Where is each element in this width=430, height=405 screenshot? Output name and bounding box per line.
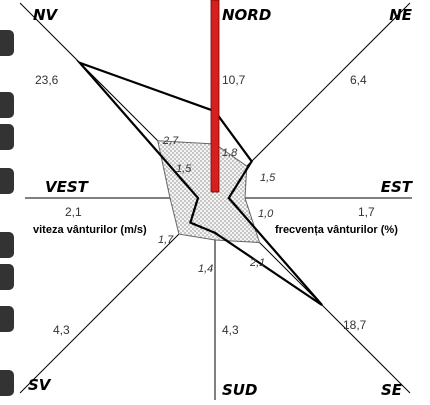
direction-label-s: SUD <box>222 381 257 399</box>
frequency-series-caption: frecvența vânturilor (%) <box>275 224 398 236</box>
direction-label-sv: SV <box>28 376 52 394</box>
frequency-polygon <box>157 140 261 244</box>
edge-tab <box>0 168 14 194</box>
frequency-value-sv: 1,7 <box>158 234 174 246</box>
direction-label-n: NORD <box>222 6 271 24</box>
label-layer: NORD NE EST SE SUD SV VEST NV 10,7 6,4 1,7 18,7 4,3 4… <box>28 6 414 399</box>
speed-value-se: 18,7 <box>343 318 367 332</box>
direction-label-ne: NE <box>389 6 413 24</box>
frequency-layer <box>157 140 261 244</box>
direction-label-e: EST <box>381 178 414 196</box>
edge-tab <box>0 232 14 258</box>
frequency-value-se: 2,1 <box>249 257 265 269</box>
frequency-value-n: 1,8 <box>222 147 238 159</box>
frequency-value-s: 1,4 <box>198 263 213 275</box>
speed-value-v: 2,1 <box>65 205 82 219</box>
speed-value-nv: 23,6 <box>35 73 59 87</box>
speed-value-n: 10,7 <box>222 73 246 87</box>
edge-tab <box>0 370 14 396</box>
speed-value-sv: 4,3 <box>53 323 70 337</box>
speed-value-ne: 6,4 <box>350 73 367 87</box>
frequency-value-ne: 1,5 <box>260 172 276 184</box>
direction-label-v: VEST <box>45 178 90 196</box>
edge-tab <box>0 92 14 118</box>
direction-label-nv: NV <box>33 6 59 24</box>
left-edge-tabs <box>0 0 16 405</box>
edge-tab <box>0 124 14 150</box>
speed-layer <box>76 0 323 307</box>
frequency-value-nv: 2,7 <box>162 135 179 147</box>
speed-series-caption: viteza vânturilor (m/s) <box>33 224 147 236</box>
frequency-value-v: 1,5 <box>176 163 192 175</box>
edge-tab <box>0 30 14 56</box>
direction-label-se: SE <box>381 381 403 399</box>
edge-tab <box>0 264 14 290</box>
speed-value-s: 4,3 <box>222 323 239 337</box>
speed-value-e: 1,7 <box>358 205 375 219</box>
north-highlight-bar <box>210 0 220 193</box>
edge-tab <box>0 306 14 332</box>
speed-polygon <box>76 60 323 307</box>
frequency-value-e: 1,0 <box>258 208 274 220</box>
